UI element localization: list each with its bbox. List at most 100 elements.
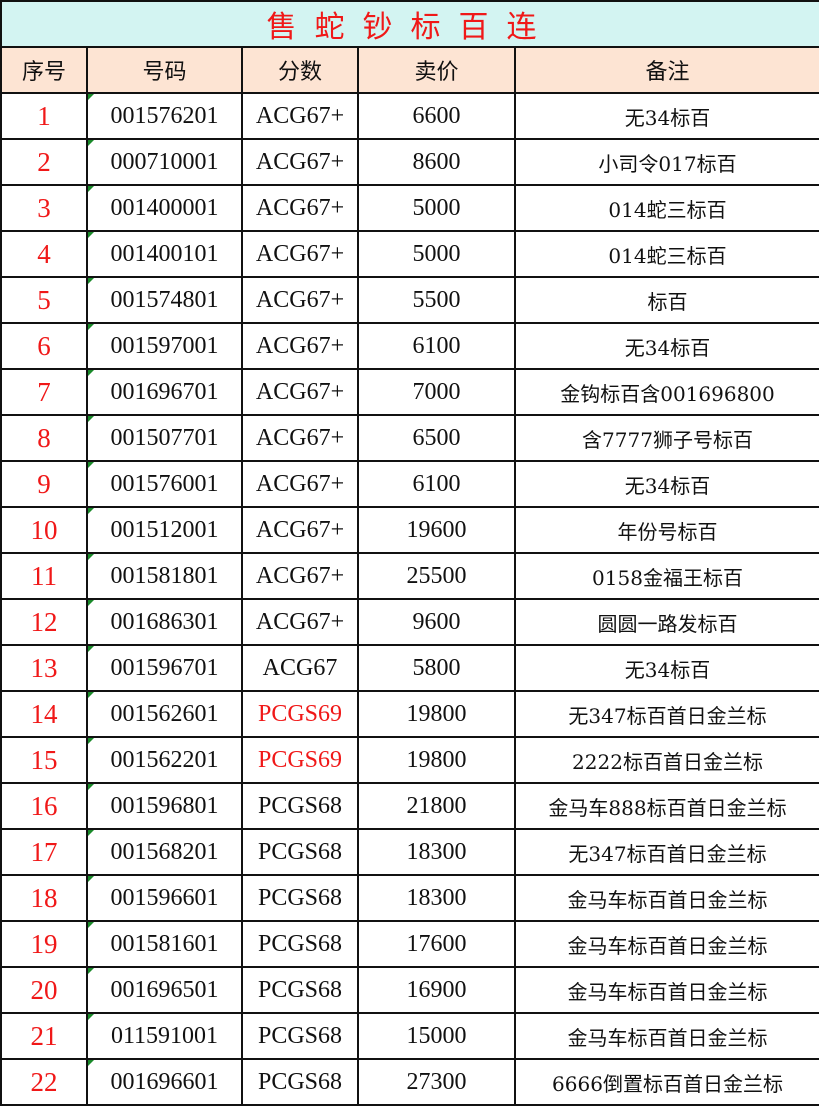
note-cell[interactable]: 2222标百首日金兰标: [514, 736, 819, 784]
note-cell[interactable]: 无347标百首日金兰标: [514, 690, 819, 738]
note-cell[interactable]: 金马车标百首日金兰标: [514, 1012, 819, 1060]
price-cell[interactable]: 9600: [357, 598, 516, 646]
row-index[interactable]: 6: [0, 322, 88, 370]
price-cell[interactable]: 15000: [357, 1012, 516, 1060]
serial-number-cell[interactable]: 001507701: [86, 414, 243, 462]
grade-cell[interactable]: ACG67+: [241, 230, 359, 278]
note-cell[interactable]: 无34标百: [514, 322, 819, 370]
grade-cell[interactable]: PCGS68: [241, 874, 359, 922]
price-cell[interactable]: 5500: [357, 276, 516, 324]
row-index[interactable]: 16: [0, 782, 88, 830]
serial-number-cell[interactable]: 001596701: [86, 644, 243, 692]
serial-number-cell[interactable]: 001581601: [86, 920, 243, 968]
serial-number-cell[interactable]: 001696701: [86, 368, 243, 416]
serial-number-cell[interactable]: 001512001: [86, 506, 243, 554]
price-cell[interactable]: 19800: [357, 736, 516, 784]
serial-number-cell[interactable]: 011591001: [86, 1012, 243, 1060]
serial-number-cell[interactable]: 001576201: [86, 92, 243, 140]
grade-cell[interactable]: ACG67+: [241, 506, 359, 554]
grade-cell[interactable]: PCGS69: [241, 736, 359, 784]
serial-number-cell[interactable]: 001596601: [86, 874, 243, 922]
note-cell[interactable]: 小司令017标百: [514, 138, 819, 186]
price-cell[interactable]: 5000: [357, 230, 516, 278]
row-index[interactable]: 22: [0, 1058, 88, 1106]
row-index[interactable]: 19: [0, 920, 88, 968]
price-cell[interactable]: 19800: [357, 690, 516, 738]
grade-cell[interactable]: PCGS68: [241, 966, 359, 1014]
row-index[interactable]: 12: [0, 598, 88, 646]
row-index[interactable]: 13: [0, 644, 88, 692]
row-index[interactable]: 17: [0, 828, 88, 876]
price-cell[interactable]: 18300: [357, 828, 516, 876]
serial-number-cell[interactable]: 001400001: [86, 184, 243, 232]
note-cell[interactable]: 金马车标百首日金兰标: [514, 920, 819, 968]
row-index[interactable]: 3: [0, 184, 88, 232]
note-cell[interactable]: 金钩标百含001696800: [514, 368, 819, 416]
price-cell[interactable]: 27300: [357, 1058, 516, 1106]
row-index[interactable]: 18: [0, 874, 88, 922]
price-cell[interactable]: 18300: [357, 874, 516, 922]
row-index[interactable]: 2: [0, 138, 88, 186]
note-cell[interactable]: 标百: [514, 276, 819, 324]
serial-number-cell[interactable]: 001581801: [86, 552, 243, 600]
note-cell[interactable]: 金马车标百首日金兰标: [514, 966, 819, 1014]
grade-cell[interactable]: PCGS68: [241, 782, 359, 830]
note-cell[interactable]: 014蛇三标百: [514, 184, 819, 232]
serial-number-cell[interactable]: 001696601: [86, 1058, 243, 1106]
row-index[interactable]: 21: [0, 1012, 88, 1060]
note-cell[interactable]: 年份号标百: [514, 506, 819, 554]
note-cell[interactable]: 6666倒置标百首日金兰标: [514, 1058, 819, 1106]
row-index[interactable]: 11: [0, 552, 88, 600]
price-cell[interactable]: 5000: [357, 184, 516, 232]
grade-cell[interactable]: PCGS68: [241, 920, 359, 968]
price-cell[interactable]: 5800: [357, 644, 516, 692]
serial-number-cell[interactable]: 001568201: [86, 828, 243, 876]
row-index[interactable]: 10: [0, 506, 88, 554]
grade-cell[interactable]: ACG67+: [241, 368, 359, 416]
row-index[interactable]: 8: [0, 414, 88, 462]
note-cell[interactable]: 圆圆一路发标百: [514, 598, 819, 646]
grade-cell[interactable]: ACG67+: [241, 276, 359, 324]
serial-number-cell[interactable]: 001596801: [86, 782, 243, 830]
row-index[interactable]: 9: [0, 460, 88, 508]
grade-cell[interactable]: ACG67+: [241, 414, 359, 462]
grade-cell[interactable]: ACG67+: [241, 138, 359, 186]
serial-number-cell[interactable]: 001400101: [86, 230, 243, 278]
serial-number-cell[interactable]: 001574801: [86, 276, 243, 324]
row-index[interactable]: 4: [0, 230, 88, 278]
note-cell[interactable]: 无34标百: [514, 644, 819, 692]
note-cell[interactable]: 0158金福王标百: [514, 552, 819, 600]
price-cell[interactable]: 6100: [357, 322, 516, 370]
note-cell[interactable]: 无347标百首日金兰标: [514, 828, 819, 876]
grade-cell[interactable]: ACG67+: [241, 598, 359, 646]
row-index[interactable]: 20: [0, 966, 88, 1014]
grade-cell[interactable]: PCGS68: [241, 1058, 359, 1106]
serial-number-cell[interactable]: 001562201: [86, 736, 243, 784]
price-cell[interactable]: 16900: [357, 966, 516, 1014]
price-cell[interactable]: 17600: [357, 920, 516, 968]
price-cell[interactable]: 6600: [357, 92, 516, 140]
row-index[interactable]: 5: [0, 276, 88, 324]
price-cell[interactable]: 19600: [357, 506, 516, 554]
note-cell[interactable]: 金马车标百首日金兰标: [514, 874, 819, 922]
serial-number-cell[interactable]: 000710001: [86, 138, 243, 186]
row-index[interactable]: 1: [0, 92, 88, 140]
grade-cell[interactable]: ACG67+: [241, 322, 359, 370]
price-cell[interactable]: 8600: [357, 138, 516, 186]
grade-cell[interactable]: ACG67+: [241, 552, 359, 600]
price-cell[interactable]: 7000: [357, 368, 516, 416]
grade-cell[interactable]: ACG67+: [241, 460, 359, 508]
grade-cell[interactable]: ACG67: [241, 644, 359, 692]
note-cell[interactable]: 含7777狮子号标百: [514, 414, 819, 462]
row-index[interactable]: 7: [0, 368, 88, 416]
note-cell[interactable]: 无34标百: [514, 460, 819, 508]
serial-number-cell[interactable]: 001597001: [86, 322, 243, 370]
price-cell[interactable]: 21800: [357, 782, 516, 830]
serial-number-cell[interactable]: 001686301: [86, 598, 243, 646]
grade-cell[interactable]: PCGS69: [241, 690, 359, 738]
grade-cell[interactable]: ACG67+: [241, 184, 359, 232]
note-cell[interactable]: 无34标百: [514, 92, 819, 140]
serial-number-cell[interactable]: 001696501: [86, 966, 243, 1014]
grade-cell[interactable]: PCGS68: [241, 1012, 359, 1060]
price-cell[interactable]: 25500: [357, 552, 516, 600]
